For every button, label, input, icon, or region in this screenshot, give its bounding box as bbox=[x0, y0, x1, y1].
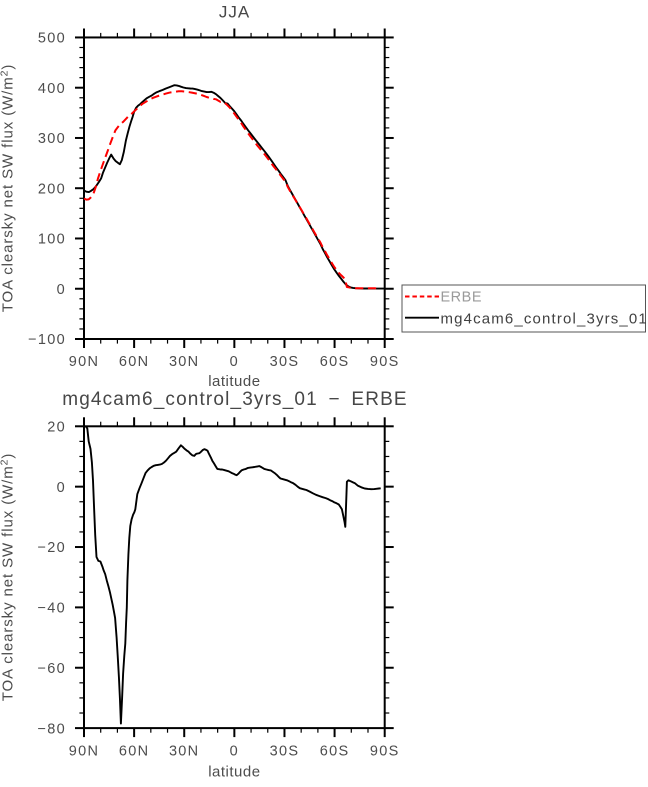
svg-text:30N: 30N bbox=[169, 354, 200, 370]
svg-text:30N: 30N bbox=[169, 744, 200, 760]
svg-text:−20: −20 bbox=[38, 540, 67, 556]
svg-text:300: 300 bbox=[38, 131, 66, 147]
svg-text:30S: 30S bbox=[270, 744, 300, 760]
svg-text:0: 0 bbox=[57, 282, 66, 298]
svg-text:90N: 90N bbox=[69, 354, 100, 370]
svg-text:90S: 90S bbox=[370, 744, 400, 760]
svg-text:−80: −80 bbox=[38, 721, 67, 737]
svg-text:90N: 90N bbox=[69, 744, 100, 760]
svg-text:60N: 60N bbox=[119, 744, 150, 760]
svg-text:0: 0 bbox=[230, 744, 239, 760]
svg-text:TOA clearsky net SW flux (W/m2: TOA clearsky net SW flux (W/m2) bbox=[0, 64, 17, 313]
svg-text:400: 400 bbox=[38, 81, 66, 97]
svg-text:60N: 60N bbox=[119, 354, 150, 370]
svg-text:100: 100 bbox=[38, 232, 66, 248]
svg-text:−100: −100 bbox=[28, 332, 66, 348]
svg-text:mg4cam6_control_3yrs_01 − ERBE: mg4cam6_control_3yrs_01 − ERBE bbox=[62, 389, 408, 410]
svg-text:500: 500 bbox=[38, 31, 66, 47]
svg-text:90S: 90S bbox=[370, 354, 400, 370]
svg-text:20: 20 bbox=[47, 420, 66, 436]
svg-text:30S: 30S bbox=[270, 354, 300, 370]
svg-text:0: 0 bbox=[230, 354, 239, 370]
svg-text:ERBE: ERBE bbox=[441, 290, 483, 306]
svg-text:latitude: latitude bbox=[208, 373, 260, 390]
svg-text:60S: 60S bbox=[320, 354, 350, 370]
svg-text:−60: −60 bbox=[38, 661, 67, 677]
svg-text:−40: −40 bbox=[38, 601, 67, 617]
svg-text:JJA: JJA bbox=[219, 3, 250, 22]
svg-text:200: 200 bbox=[38, 181, 66, 197]
svg-text:0: 0 bbox=[57, 480, 66, 496]
svg-text:latitude: latitude bbox=[208, 763, 260, 780]
svg-text:60S: 60S bbox=[320, 744, 350, 760]
svg-text:TOA clearsky net SW flux (W/m2: TOA clearsky net SW flux (W/m2) bbox=[0, 453, 17, 702]
svg-text:mg4cam6_control_3yrs_01: mg4cam6_control_3yrs_01 bbox=[441, 310, 648, 327]
